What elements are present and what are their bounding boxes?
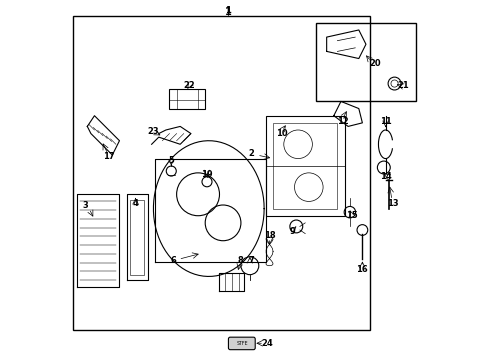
Text: 5: 5	[168, 156, 174, 165]
Text: 15: 15	[345, 211, 357, 220]
Text: 2: 2	[248, 149, 254, 158]
Text: 4: 4	[132, 199, 138, 208]
Text: 8: 8	[237, 256, 243, 265]
FancyBboxPatch shape	[228, 337, 255, 350]
Text: 1: 1	[225, 6, 231, 15]
Text: 7: 7	[248, 256, 254, 265]
Text: 13: 13	[386, 199, 398, 208]
Text: 11: 11	[379, 117, 391, 126]
Bar	[315, 23, 415, 102]
Text: 24: 24	[261, 339, 273, 348]
Bar	[265, 116, 344, 216]
Bar	[130, 200, 144, 275]
Text: 3: 3	[82, 201, 88, 210]
Text: 6: 6	[170, 256, 176, 265]
Bar	[272, 123, 337, 208]
Text: 17: 17	[103, 152, 114, 161]
Text: 1: 1	[224, 7, 231, 17]
Text: 18: 18	[263, 231, 275, 240]
Bar	[169, 89, 205, 109]
Bar	[73, 16, 369, 330]
Text: 22: 22	[183, 81, 195, 90]
Text: 23: 23	[147, 127, 159, 136]
Text: 10: 10	[276, 129, 287, 138]
Text: 21: 21	[397, 81, 408, 90]
Text: 12: 12	[336, 117, 348, 126]
Text: 9: 9	[289, 227, 295, 236]
Text: 14: 14	[379, 172, 391, 181]
Text: 20: 20	[368, 59, 380, 68]
Text: 16: 16	[356, 265, 367, 274]
Text: STFE: STFE	[236, 341, 247, 346]
Text: 19: 19	[201, 170, 212, 179]
